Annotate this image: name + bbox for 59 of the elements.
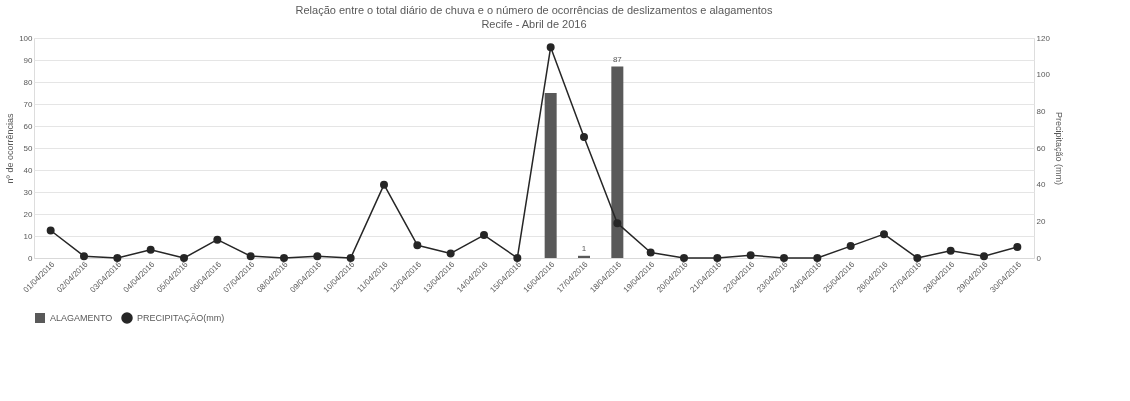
data-label: 87 [612, 54, 623, 64]
point [680, 254, 688, 262]
point [446, 249, 455, 258]
y2-tick-label: 0 [1036, 253, 1042, 263]
point [513, 254, 522, 262]
bar [544, 93, 557, 258]
y-tick-label: 90 [23, 55, 34, 65]
point [880, 230, 888, 239]
point [1013, 243, 1022, 251]
point [80, 252, 88, 261]
point [113, 254, 122, 262]
point [980, 252, 988, 261]
point [313, 252, 322, 261]
point [146, 245, 155, 254]
point [580, 133, 588, 141]
y2-tick-label: 100 [1036, 70, 1051, 80]
legend-label: ALAGAMENTO [50, 313, 113, 323]
point [846, 242, 855, 251]
point [780, 254, 788, 262]
point [280, 254, 288, 262]
y-tick-label: 40 [23, 165, 34, 175]
point [546, 43, 555, 52]
point [813, 254, 822, 262]
y-tick-label: 80 [23, 77, 34, 87]
y-tick-label: 10 [23, 231, 34, 241]
y2-tick-label: 40 [1036, 180, 1046, 190]
legend-label: PRECIPITAÇÃO(mm) [137, 313, 225, 323]
point [746, 251, 755, 260]
point [46, 226, 55, 235]
y-tick-label: 60 [23, 121, 34, 131]
point [913, 254, 922, 262]
point [613, 219, 622, 228]
point [180, 254, 188, 262]
bar [611, 66, 624, 258]
y-tick-label: 100 [19, 33, 34, 43]
point [713, 254, 722, 262]
chart-subtitle: Recife - Abril de 2016 [481, 18, 587, 30]
point [646, 248, 655, 257]
chart-title: Relação entre o total diário de chuva e o número de ocorrências de deslizamentos e alagamentos [295, 4, 773, 16]
y-tick-label: 50 [23, 143, 34, 153]
y-tick-label: 20 [23, 209, 34, 219]
point [946, 246, 955, 255]
y2-axis-title: Precipitação (mm) [1053, 111, 1064, 186]
y-tick-label: 70 [23, 99, 34, 109]
point [346, 254, 355, 262]
y2-tick-label: 60 [1036, 143, 1046, 153]
y2-tick-label: 80 [1036, 106, 1046, 116]
point [480, 231, 488, 240]
y-tick-label: 30 [23, 187, 34, 197]
data-label: 1 [581, 243, 587, 253]
point [213, 235, 222, 244]
bar [578, 255, 590, 258]
y2-tick-label: 120 [1036, 33, 1051, 43]
point [246, 252, 255, 261]
y-axis-title: nº de ocorrências [5, 113, 16, 184]
y-tick-label: 0 [28, 253, 34, 263]
point [413, 241, 422, 250]
y2-tick-label: 20 [1036, 216, 1046, 226]
point [380, 180, 388, 189]
